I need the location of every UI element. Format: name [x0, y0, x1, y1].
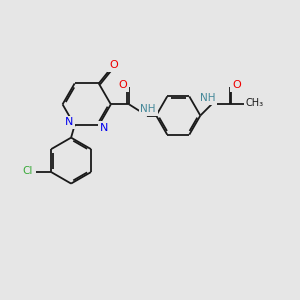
Text: O: O [118, 80, 127, 90]
Text: N: N [65, 117, 74, 127]
Text: N: N [100, 123, 108, 133]
Text: Cl: Cl [22, 167, 33, 176]
Text: NH: NH [200, 93, 216, 103]
Text: CH₃: CH₃ [245, 98, 263, 109]
Text: NH: NH [140, 104, 156, 114]
Text: O: O [109, 60, 118, 70]
Text: O: O [232, 80, 241, 90]
